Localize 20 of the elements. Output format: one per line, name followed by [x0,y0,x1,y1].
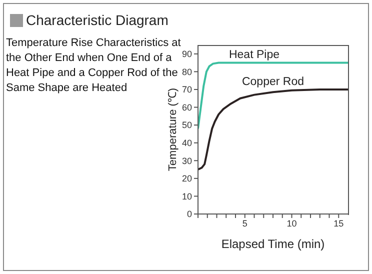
x-tick-label: 10 [286,218,297,228]
y-tick-label: 60 [182,102,192,112]
y-tick-label: 70 [182,84,192,95]
y-tick-label: 90 [182,49,192,60]
x-axis-title: Elapsed Time (min) [221,237,325,251]
y-tick-label: 10 [182,191,192,202]
y-axis-title: Temperature (℃) [166,88,179,172]
series-label: Copper Rod [242,76,304,88]
chart-title: Characteristic Diagram [26,12,168,28]
y-tick-label: 40 [182,138,192,148]
line-series [198,62,348,130]
y-tick-label: 30 [182,156,192,166]
y-tick-label: 50 [182,120,192,130]
x-tick-label: 5 [242,218,248,228]
line-series [198,88,348,171]
y-tick-label: 80 [182,66,192,77]
x-tick-label: 15 [334,218,344,228]
y-tick-label: 20 [182,174,192,184]
series-label: Heat Pipe [228,48,280,61]
y-tick-label: 0 [186,209,192,220]
